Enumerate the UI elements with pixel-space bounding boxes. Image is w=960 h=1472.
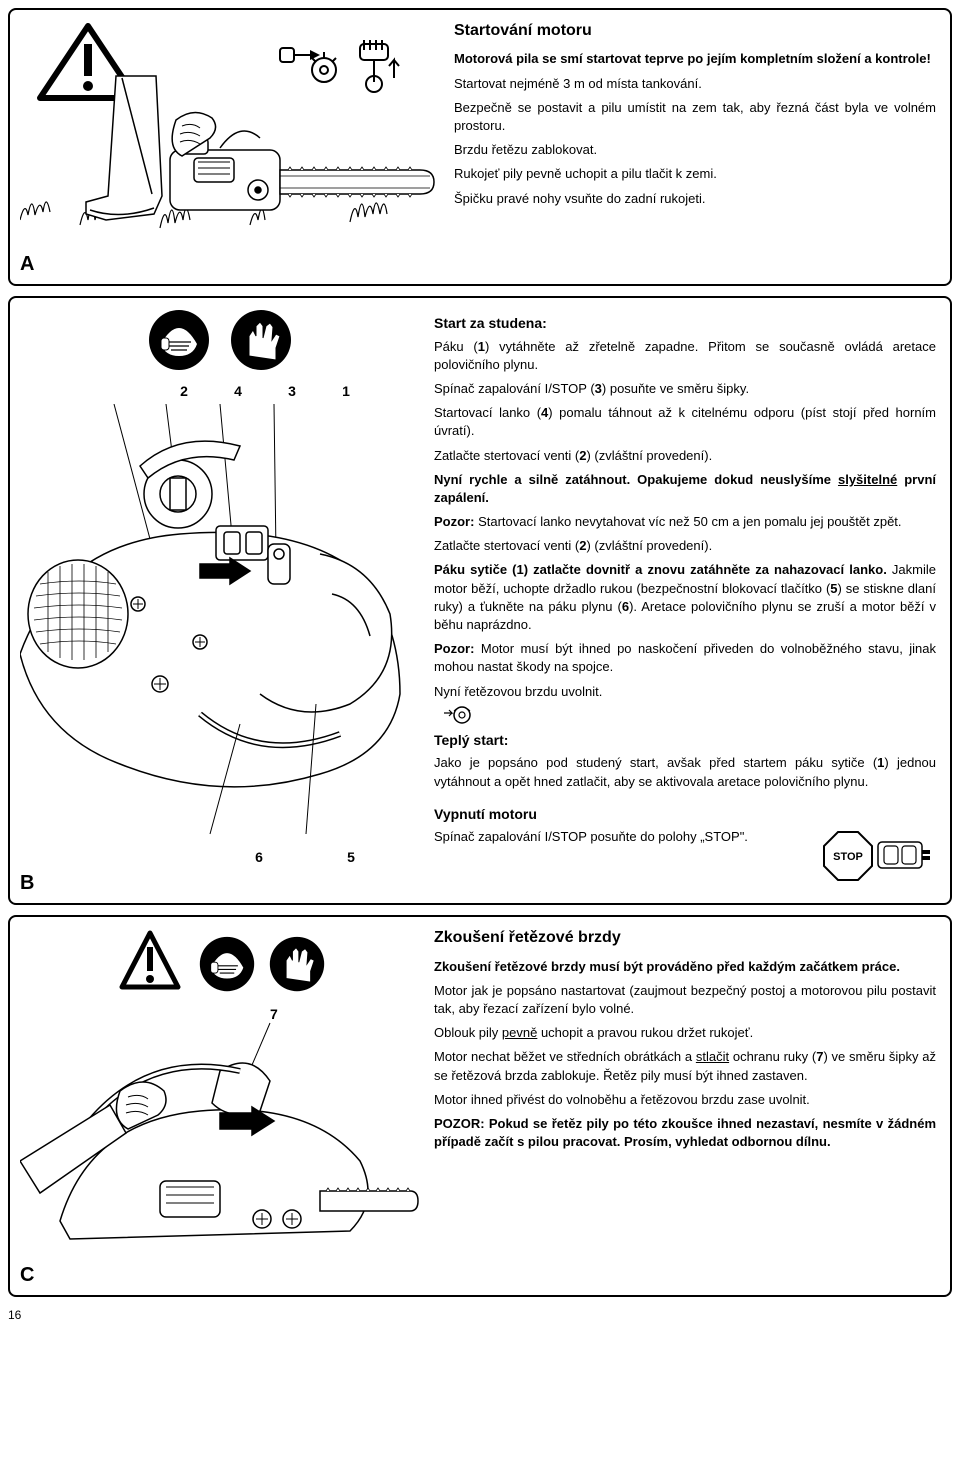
num-2: 2 [178,382,190,402]
illus-c-svg: 7 [20,1001,420,1261]
panel-a-p1: Startovat nejméně 3 m od místa tankování… [454,75,936,93]
warning-triangle-icon [114,927,186,993]
safety-icons-c [114,927,326,993]
h-engine-off: Vypnutí motoru [434,805,936,825]
panel-a-bold1: Motorová pila se smí startovat teprve po… [454,50,936,68]
pb-p5: Nyní rychle a silně zatáhnout. Opakujeme… [434,471,936,507]
panel-c-label: C [20,1261,34,1289]
num-6: 6 [253,848,265,868]
page-number: 16 [8,1307,952,1324]
pc-p4: Motor ihned přivést do volnoběhu a řetěz… [434,1091,936,1109]
helmet-icon [147,308,211,372]
num-1: 1 [340,382,352,402]
pb-p9: Pozor: Motor musí být ihned po naskočení… [434,640,936,676]
panel-a-label: A [20,250,34,278]
stop-switch-icon: STOP [816,828,936,882]
pb-p11: Jako je popsáno pod studený start, avšak… [434,754,936,790]
panel-a-p4: Rukojeť pily pevně uchopit a pilu tlačit… [454,165,936,183]
panel-a: A [8,8,952,286]
illus-a-svg [20,20,440,250]
h-warm-start: Teplý start: [434,731,936,751]
pb-p12: Spínač zapalování I/STOP posuňte do polo… [434,828,806,846]
pb-p4: Zatlačte stertovací venti (2) (zvláštní … [434,447,936,465]
panel-b-label: B [20,869,34,897]
gloves-icon-c [268,935,326,993]
pc-bold1: Zkoušení řetězové brzdy musí být provádě… [434,958,936,976]
panel-c: C 7 [8,915,952,1297]
pb-p7: Zatlačte stertovací venti (2) (zvláštní … [434,537,936,555]
num-4: 4 [232,382,244,402]
pb-p6: Pozor: Startovací lanko nevytahovat víc … [434,513,936,531]
panel-a-p5: Špičku pravé nohy vsuňte do zadní rukoje… [454,190,936,208]
panel-a-p2: Bezpečně se postavit a pilu umístit na z… [454,99,936,135]
brake-release-icon [440,701,474,725]
pb-p10: Nyní řetězovou brzdu uvolnit. [434,683,936,725]
panel-c-illustration: 7 [20,927,420,1285]
num-5: 5 [345,848,357,868]
helmet-icon-c [198,935,256,993]
panel-a-title: Startování motoru [454,20,936,42]
panel-a-p3: Brzdu řetězu zablokovat. [454,141,936,159]
panel-a-text: Startování motoru Motorová pila se smí s… [454,20,936,274]
illus-b-svg [20,404,420,844]
panel-b-text: Start za studena: Páku (1) vytáhněte až … [434,308,936,893]
svg-text:STOP: STOP [833,851,863,863]
panel-b-bottom-numbers: 6 5 [253,848,357,868]
panel-b-top-numbers: 2 4 3 1 [178,382,352,402]
panel-b-illustration: 2 4 3 1 [20,308,420,893]
gloves-icon [229,308,293,372]
panel-c-text: Zkoušení řetězové brzdy Zkoušení řetězov… [434,927,936,1285]
panel-c-title: Zkoušení řetězové brzdy [434,927,936,949]
pb-p8: Páku sytiče (1) zatlačte dovnitř a znovu… [434,561,936,634]
safety-icons-b [147,308,293,372]
h-cold-start: Start za studena: [434,314,936,334]
num-3: 3 [286,382,298,402]
pb-p1: Páku (1) vytáhněte až zřetelně zapadne. … [434,338,936,374]
pb-p2: Spínač zapalování I/STOP (3) posuňte ve … [434,380,936,398]
panel-a-illustration [20,20,440,274]
pc-p1: Motor jak je popsáno nastartovat (zaujmo… [434,982,936,1018]
pb-p3: Startovací lanko (4) pomalu táhnout až k… [434,404,936,440]
pc-p5: POZOR: Pokud se řetěz pily po této zkouš… [434,1115,936,1151]
pc-p3: Motor nechat běžet ve středních obrátkác… [434,1048,936,1084]
svg-text:7: 7 [270,1006,278,1022]
panel-b: B 2 4 3 1 [8,296,952,905]
pc-p2: Oblouk pily pevně uchopit a pravou rukou… [434,1024,936,1042]
